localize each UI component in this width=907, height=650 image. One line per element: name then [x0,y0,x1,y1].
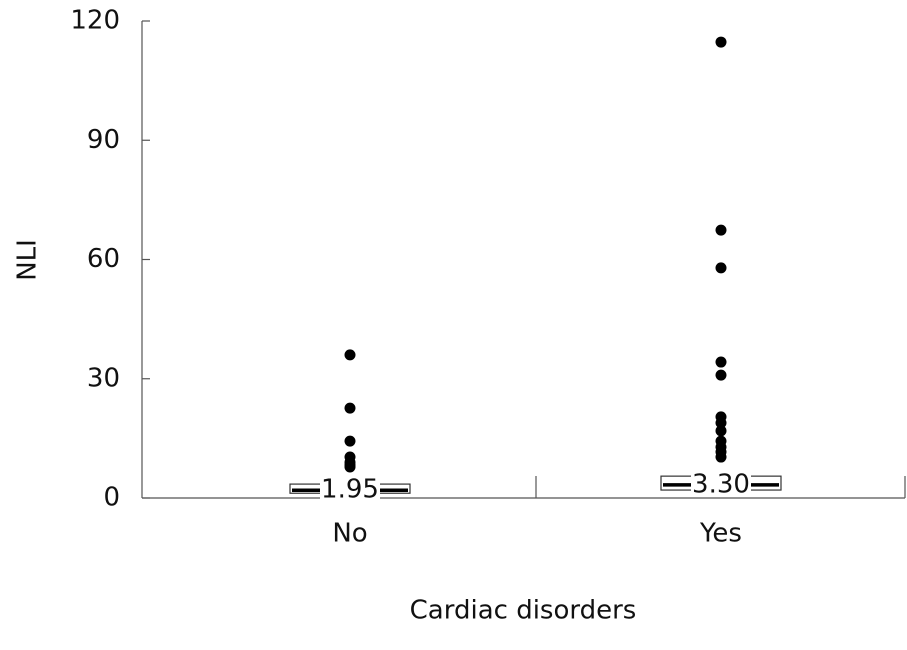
median-label: 3.30 [692,469,750,499]
y-axis-label: NLI [13,239,43,281]
x-tick-label: No [332,519,367,549]
outlier [344,402,356,414]
y-tick-label: 30 [87,363,120,393]
median-label-bg [320,478,380,503]
outlier [344,435,356,447]
outlier [344,461,356,473]
median-label: 1.95 [321,475,379,505]
y-tick-label: 120 [70,6,120,36]
y-tick-label: 0 [103,483,120,513]
outlier [715,451,727,463]
outlier [715,417,727,429]
outlier [344,349,356,361]
outlier [715,356,727,368]
y-tick-label: 90 [87,125,120,155]
outlier [715,262,727,274]
x-axis-label: Cardiac disorders [410,596,637,626]
outlier [715,369,727,381]
outlier [715,224,727,236]
y-tick-label: 60 [87,244,120,274]
x-tick-label: Yes [699,519,742,549]
median-label-bg [691,472,751,497]
outlier [715,425,727,437]
outlier [715,36,727,48]
